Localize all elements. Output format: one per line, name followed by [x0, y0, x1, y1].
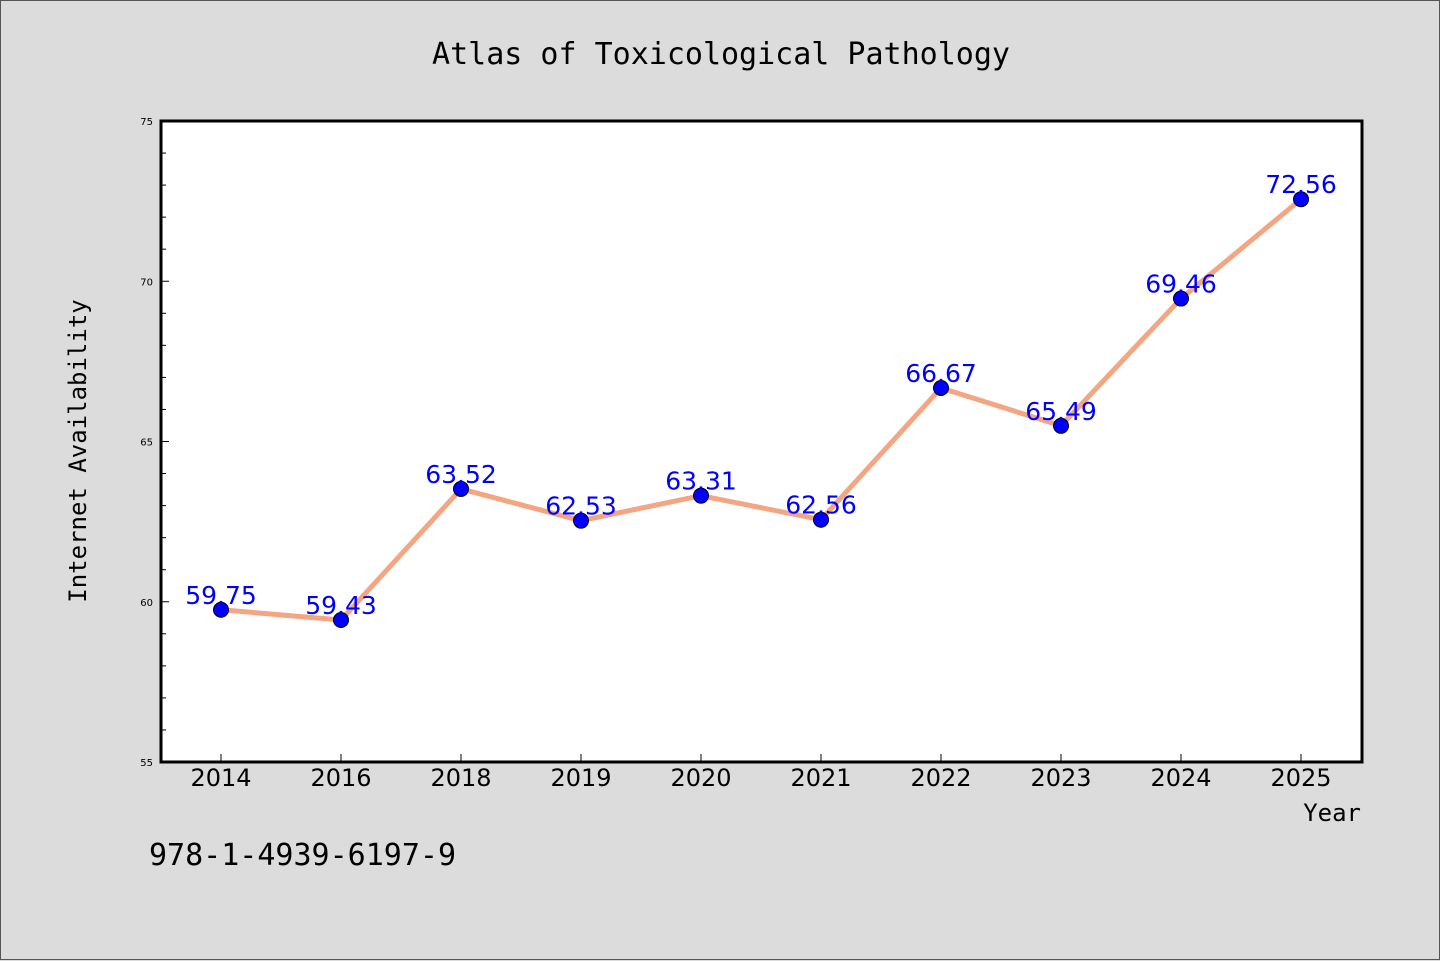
data-point: [1173, 290, 1189, 307]
chart-title: Atlas of Toxicological Pathology: [432, 37, 1010, 72]
data-label: 62.53: [545, 492, 617, 521]
data-label: 59.75: [185, 581, 257, 610]
x-tick-label: 2014: [190, 764, 251, 792]
x-axis-ticks: 2014 2016 2018 2019 2020 2021 2022 2023 2024 2025: [190, 754, 1332, 792]
data-label: 63.31: [665, 467, 737, 496]
data-point: [693, 487, 709, 504]
x-tick-label: 2025: [1270, 764, 1331, 792]
y-tick-label: 55: [140, 758, 153, 769]
data-label: 72.56: [1265, 170, 1337, 199]
y-tick-label: 75: [140, 117, 153, 128]
data-label: 65.49: [1025, 397, 1097, 426]
data-label: 59.43: [305, 591, 377, 620]
data-point: [1293, 191, 1309, 208]
data-point: [213, 601, 229, 618]
data-label: 63.52: [425, 460, 497, 489]
data-label: 69.46: [1145, 270, 1217, 299]
isbn-text: 978-1-4939-6197-9: [149, 838, 456, 873]
series-group: 59.75 59.43 63.52 62.53 63.31 62.56 66.67 65.49…: [185, 170, 1337, 629]
y-tick-label: 65: [140, 438, 153, 449]
data-point: [933, 379, 949, 396]
data-point: [333, 612, 349, 629]
data-point: [573, 512, 589, 529]
y-tick-label: 60: [140, 598, 153, 609]
x-tick-label: 2024: [1150, 764, 1211, 792]
y-axis-ticks: 55 60 65 70 75: [140, 117, 169, 769]
x-tick-label: 2021: [790, 764, 851, 792]
x-tick-label: 2020: [670, 764, 731, 792]
plot-area: [159, 119, 1364, 764]
y-axis-label: Internet Availability: [64, 299, 92, 602]
x-tick-label: 2022: [910, 764, 971, 792]
data-point: [813, 511, 829, 528]
y-tick-label: 70: [140, 277, 153, 288]
x-tick-label: 2016: [310, 764, 371, 792]
x-tick-label: 2019: [550, 764, 611, 792]
data-point: [1053, 417, 1069, 434]
data-label: 66.67: [905, 359, 977, 388]
x-tick-label: 2018: [430, 764, 491, 792]
data-point: [453, 480, 469, 497]
x-axis-label: Year: [1303, 799, 1361, 827]
x-tick-label: 2023: [1030, 764, 1091, 792]
data-label: 62.56: [785, 491, 857, 520]
series-line: [218, 196, 1304, 623]
